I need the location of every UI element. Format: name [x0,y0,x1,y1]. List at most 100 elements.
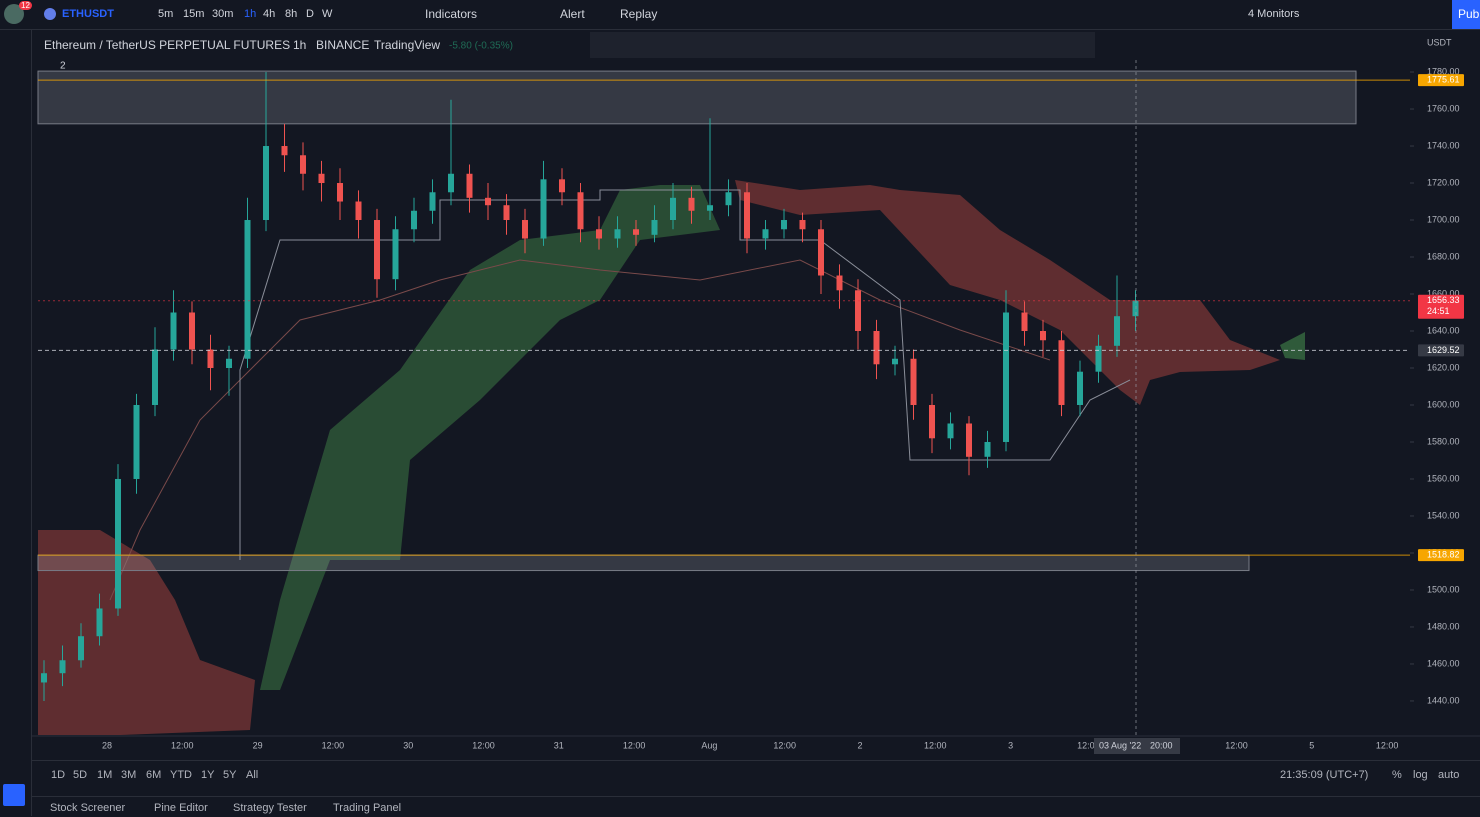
cloud [260,185,720,690]
candle-body [892,358,898,365]
x-tick-label: 12:00 [1376,740,1399,750]
interval-button[interactable]: W [322,8,333,20]
floating-toolbar-bg [590,32,1095,58]
candle-body [133,404,140,479]
crosshair-time: 20:00 [1150,740,1173,750]
candle-body [466,173,473,198]
avatar[interactable] [4,4,24,24]
y-tick-label: 1760.00 [1427,103,1460,113]
candle-body [355,201,362,221]
monitors[interactable]: 4 Monitors [1248,8,1300,20]
tab[interactable]: Trading Panel [333,802,402,814]
currency: USDT [1427,37,1452,47]
range-button[interactable]: 5Y [223,769,237,781]
replay-button[interactable]: Replay [620,7,658,21]
interval-button[interactable]: 1h [244,8,257,20]
tab[interactable]: Strategy Tester [233,802,307,814]
interval-button[interactable]: 15m [183,8,205,20]
y-tick-label: 1480.00 [1427,621,1460,631]
range-button[interactable]: All [246,769,259,781]
crosshair-date: 03 Aug '22 [1099,740,1141,750]
indicators-button[interactable]: Indicators [425,7,478,21]
interval-button[interactable]: D [306,8,314,20]
percent-toggle[interactable]: % [1392,769,1402,781]
y-tick-label: 1580.00 [1427,436,1460,446]
x-tick-label: 5 [1309,740,1314,750]
tab[interactable]: Stock Screener [50,802,126,814]
candle-body [762,229,769,239]
range-button[interactable]: YTD [170,769,192,781]
price-tag-label: 1775.61 [1427,75,1460,85]
interval-button[interactable]: 5m [158,8,174,20]
candle-body [226,358,232,368]
alert-button[interactable]: Alert [560,7,585,21]
y-tick-label: 1700.00 [1427,214,1460,224]
range-button[interactable]: 6M [146,769,162,781]
candle-body [411,210,417,230]
price-tag [1418,549,1464,562]
symbol[interactable]: ETHUSDT [62,8,114,20]
crosshair-label-bg [1094,738,1180,754]
clock: 21:35:09 (UTC+7) [1280,769,1369,781]
y-tick-label: 1560.00 [1427,473,1460,483]
candle-body [189,312,195,350]
badge: 12 [19,1,32,10]
candle-body [207,349,214,368]
candle-body [633,229,639,235]
range-button[interactable]: 1D [51,769,66,781]
candle-body [281,146,288,156]
y-tick-label: 1460.00 [1427,658,1460,668]
candle-body [1058,340,1065,405]
candle-body [799,220,806,230]
legend-text: TradingView [374,38,440,52]
x-tick-label: 29 [253,740,263,750]
candle-body [873,330,880,365]
candle-body [744,192,750,239]
range-button[interactable]: 3M [121,769,137,781]
candle-body [1077,371,1083,405]
zone [37,554,1250,572]
candle-body [152,349,158,405]
tab[interactable]: Pine Editor [154,802,208,814]
candle-body [984,441,991,457]
candle-body [522,220,528,239]
range-button[interactable]: 1M [97,769,113,781]
candle-body [59,660,66,674]
candle-body [836,275,843,291]
candle-body [300,155,306,174]
legend-toggle: 2 [60,61,66,72]
legend-text: Ethereum / TetherUS PERPETUAL FUTURES [44,38,290,52]
top-toolbar: 12 ETHUSDT 5m 15m 30m 1h 4h 8h D W Indicators A… [0,0,1480,30]
range-button[interactable]: 1Y [201,769,215,781]
indicator-line [109,259,1051,601]
chart-bg [32,30,1480,760]
candle-body [1095,345,1102,372]
y-tick-label: 1660.00 [1427,288,1460,298]
favorites-button[interactable] [3,784,25,806]
x-tick-label: 31 [554,740,564,750]
interval-button[interactable]: 4h [263,8,276,20]
candle-body [318,173,325,184]
candle-body [966,423,972,457]
log-toggle[interactable]: log [1413,769,1428,781]
candle-body [818,229,824,276]
candle-body [559,179,565,193]
interval-button[interactable]: 30m [212,8,234,20]
interval-button[interactable]: 8h [285,8,298,20]
auto-toggle[interactable]: auto [1438,769,1460,781]
floating-toolbar [590,32,1095,58]
x-tick-label: 12:00 [1225,740,1248,750]
range-button[interactable]: 5D [73,769,88,781]
cloud [1280,332,1305,360]
candle-body [707,205,713,211]
candle-body [540,179,547,239]
price-tag-label: 1518.82 [1427,550,1460,560]
y-tick-label: 1600.00 [1427,399,1460,409]
y-tick-label: 1720.00 [1427,177,1460,187]
symbol-icon [44,8,56,20]
publish-button[interactable]: Pub [1452,0,1480,29]
candle-body [1114,316,1120,346]
price-tag-countdown: 24:51 [1427,306,1450,316]
x-tick-label: 12:00 [924,740,947,750]
